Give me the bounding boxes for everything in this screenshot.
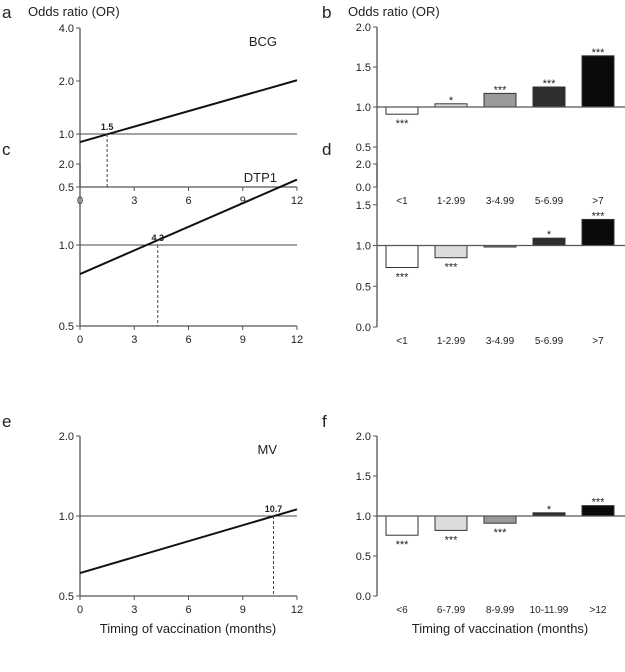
panel-a-letter: a bbox=[2, 3, 12, 22]
panel-a-ytick-label: 4.0 bbox=[59, 23, 74, 35]
panel-b-letter: b bbox=[322, 3, 331, 22]
panel-f-significance-label: *** bbox=[445, 534, 459, 546]
panel-b-significance-label: *** bbox=[396, 118, 410, 130]
panel-b-xtick-label: 3-4.99 bbox=[486, 196, 515, 207]
panel-d-ytick-label: 0.0 bbox=[356, 322, 371, 334]
panel-b-ytick-label: 2.0 bbox=[356, 22, 371, 34]
panel-f-xtick-label: 10-11.99 bbox=[530, 605, 569, 616]
panel-f-xlabel: Timing of vaccination (months) bbox=[412, 621, 589, 636]
panel-b-significance-label: * bbox=[449, 95, 454, 107]
panel-c-xtick-label: 0 bbox=[77, 334, 83, 346]
panel-c-xtick-label: 9 bbox=[240, 334, 246, 346]
panel-d-significance-label: * bbox=[547, 229, 552, 241]
panel-f-bar bbox=[434, 515, 468, 531]
panel-b-ylabel: Odds ratio (OR) bbox=[348, 4, 440, 19]
panel-b-xtick-label: 1-2.99 bbox=[437, 196, 466, 207]
panel-b-bar bbox=[385, 106, 419, 115]
panel-c-ytick-label: 1.0 bbox=[59, 240, 74, 252]
panel-a-xtick-label: 12 bbox=[291, 195, 303, 207]
panel-b-ytick-label: 1.0 bbox=[356, 102, 371, 114]
panel-f-ytick-label: 1.0 bbox=[356, 511, 371, 523]
panel-c-letter: c bbox=[2, 140, 11, 159]
panel-c-ytick-label: 2.0 bbox=[59, 159, 74, 171]
panel-f-xtick-label: <6 bbox=[396, 605, 408, 616]
panel-b-xtick-label: >7 bbox=[592, 196, 604, 207]
panel-a-ytick-label: 2.0 bbox=[59, 76, 74, 88]
panel-f-bar bbox=[385, 515, 419, 536]
panel-a-ytick-label: 0.5 bbox=[59, 182, 74, 194]
panel-e-ytick-label: 0.5 bbox=[59, 591, 74, 603]
panel-f-ytick-label: 1.5 bbox=[356, 471, 371, 483]
panel-e-trend-line bbox=[79, 508, 298, 575]
panel-a-xtick-label: 6 bbox=[185, 195, 191, 207]
panel-b-ytick-label: 0.5 bbox=[356, 142, 371, 154]
panel-f-letter: f bbox=[322, 412, 327, 431]
panel-e-xtick-label: 3 bbox=[131, 604, 137, 616]
panel-d-significance-label: *** bbox=[592, 210, 606, 222]
panel-b-ytick-label: 0.0 bbox=[356, 182, 371, 194]
panel-e-xtick-label: 12 bbox=[291, 604, 303, 616]
panel-d-bar bbox=[385, 245, 419, 269]
panel-a-crossing-label: 1.5 bbox=[101, 122, 114, 132]
panel-f-significance-label: *** bbox=[494, 527, 508, 539]
panel-c-xtick-label: 6 bbox=[185, 334, 191, 346]
panel-f-ytick-label: 0.5 bbox=[356, 551, 371, 563]
panel-b-significance-label: *** bbox=[494, 84, 508, 96]
panel-d-ytick-label: 2.0 bbox=[356, 159, 371, 171]
panel-f-significance-label: *** bbox=[396, 539, 410, 551]
panel-f-xtick-label: >12 bbox=[590, 605, 607, 616]
panel-d-xtick-label: 5-6.99 bbox=[535, 336, 564, 347]
panel-b-significance-label: *** bbox=[592, 47, 606, 59]
panel-b-xtick-label: 5-6.99 bbox=[535, 196, 564, 207]
panel-a-trend-line bbox=[79, 79, 298, 144]
panel-e-ytick-label: 2.0 bbox=[59, 431, 74, 443]
panel-c-title: DTP1 bbox=[244, 170, 277, 185]
panel-f-xtick-label: 8-9.99 bbox=[486, 605, 515, 616]
panel-d-xtick-label: 3-4.99 bbox=[486, 336, 515, 347]
panel-c-crossing-label: 4.3 bbox=[152, 233, 165, 243]
panel-d-xtick-label: >7 bbox=[592, 336, 604, 347]
panel-f-bar bbox=[483, 515, 517, 524]
panel-b-significance-label: *** bbox=[543, 78, 557, 90]
panel-c-xtick-label: 12 bbox=[291, 334, 303, 346]
panel-d-xtick-label: 1-2.99 bbox=[437, 336, 466, 347]
panel-e-title: MV bbox=[258, 442, 278, 457]
panel-e-letter: e bbox=[2, 412, 11, 431]
panel-f-significance-label: * bbox=[547, 504, 552, 516]
panel-a-title: BCG bbox=[249, 34, 277, 49]
panel-e-xtick-label: 9 bbox=[240, 604, 246, 616]
panel-e-ytick-label: 1.0 bbox=[59, 511, 74, 523]
panel-f-xtick-label: 6-7.99 bbox=[437, 605, 466, 616]
panel-e-xlabel: Timing of vaccination (months) bbox=[100, 621, 277, 636]
panel-d-ytick-label: 0.5 bbox=[356, 281, 371, 293]
panel-d-significance-label: *** bbox=[396, 272, 410, 284]
panel-e-crossing-label: 10.7 bbox=[265, 504, 283, 514]
panel-b-bar bbox=[532, 86, 566, 108]
panel-f-significance-label: *** bbox=[592, 497, 606, 509]
panel-b-bar bbox=[581, 55, 615, 108]
panel-e-xtick-label: 6 bbox=[185, 604, 191, 616]
panel-d-xtick-label: <1 bbox=[396, 336, 408, 347]
panel-f-ytick-label: 2.0 bbox=[356, 431, 371, 443]
panel-d-ytick-label: 1.0 bbox=[356, 241, 371, 253]
panel-d-significance-label: *** bbox=[445, 262, 459, 274]
panel-a-ytick-label: 1.0 bbox=[59, 129, 74, 141]
panel-a-ylabel: Odds ratio (OR) bbox=[28, 4, 120, 19]
panel-d-ytick-label: 1.5 bbox=[356, 200, 371, 212]
panel-c-trend-line bbox=[79, 178, 298, 275]
panel-b-ytick-label: 1.5 bbox=[356, 62, 371, 74]
panel-d-bar bbox=[434, 245, 468, 259]
panel-a-xtick-label: 3 bbox=[131, 195, 137, 207]
panel-f-ytick-label: 0.0 bbox=[356, 591, 371, 603]
panel-d-bar bbox=[581, 218, 615, 246]
panel-c-xtick-label: 3 bbox=[131, 334, 137, 346]
panel-e-xtick-label: 0 bbox=[77, 604, 83, 616]
panel-c-ytick-label: 0.5 bbox=[59, 321, 74, 333]
panel-b-xtick-label: <1 bbox=[396, 196, 408, 207]
panel-a-xtick-label: 9 bbox=[240, 195, 246, 207]
panel-d-letter: d bbox=[322, 140, 331, 159]
